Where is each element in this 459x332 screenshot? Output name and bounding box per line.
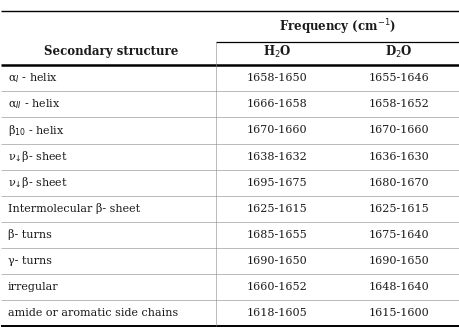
Text: 1625-1615: 1625-1615 bbox=[367, 204, 428, 214]
Text: 1618-1605: 1618-1605 bbox=[246, 308, 307, 318]
Text: Secondary structure: Secondary structure bbox=[44, 45, 178, 58]
Text: 1638-1632: 1638-1632 bbox=[246, 152, 307, 162]
Text: 1690-1650: 1690-1650 bbox=[367, 256, 428, 266]
Text: γ- turns: γ- turns bbox=[7, 256, 51, 266]
Text: 1670-1660: 1670-1660 bbox=[367, 125, 428, 135]
Text: 1658-1650: 1658-1650 bbox=[246, 73, 307, 83]
Text: β$_{10}$ - helix: β$_{10}$ - helix bbox=[7, 123, 64, 138]
Text: 1658-1652: 1658-1652 bbox=[367, 99, 428, 109]
Text: α$_{II}$ - helix: α$_{II}$ - helix bbox=[7, 97, 60, 111]
Text: α$_I$ - helix: α$_I$ - helix bbox=[7, 71, 57, 85]
Text: 1670-1660: 1670-1660 bbox=[246, 125, 307, 135]
Text: ν$_↓$β- sheet: ν$_↓$β- sheet bbox=[7, 175, 67, 190]
Text: 1648-1640: 1648-1640 bbox=[367, 282, 428, 292]
Text: 1690-1650: 1690-1650 bbox=[246, 256, 307, 266]
Text: Intermolecular β- sheet: Intermolecular β- sheet bbox=[7, 203, 140, 214]
Text: 1675-1640: 1675-1640 bbox=[367, 230, 428, 240]
Text: 1695-1675: 1695-1675 bbox=[246, 178, 307, 188]
Text: ν$_↓$β- sheet: ν$_↓$β- sheet bbox=[7, 149, 67, 164]
Text: 1660-1652: 1660-1652 bbox=[246, 282, 307, 292]
Text: irregular: irregular bbox=[7, 282, 58, 292]
Text: D$_2$O: D$_2$O bbox=[384, 44, 411, 60]
Text: 1615-1600: 1615-1600 bbox=[367, 308, 428, 318]
Text: H$_2$O: H$_2$O bbox=[262, 44, 291, 60]
Text: amide or aromatic side chains: amide or aromatic side chains bbox=[7, 308, 178, 318]
Text: 1625-1615: 1625-1615 bbox=[246, 204, 307, 214]
Text: 1636-1630: 1636-1630 bbox=[367, 152, 428, 162]
Text: β- turns: β- turns bbox=[7, 229, 51, 240]
Text: 1680-1670: 1680-1670 bbox=[367, 178, 428, 188]
Text: 1655-1646: 1655-1646 bbox=[367, 73, 428, 83]
Text: 1666-1658: 1666-1658 bbox=[246, 99, 307, 109]
Text: Frequency (cm$^{-1}$): Frequency (cm$^{-1}$) bbox=[279, 17, 395, 37]
Text: 1685-1655: 1685-1655 bbox=[246, 230, 307, 240]
